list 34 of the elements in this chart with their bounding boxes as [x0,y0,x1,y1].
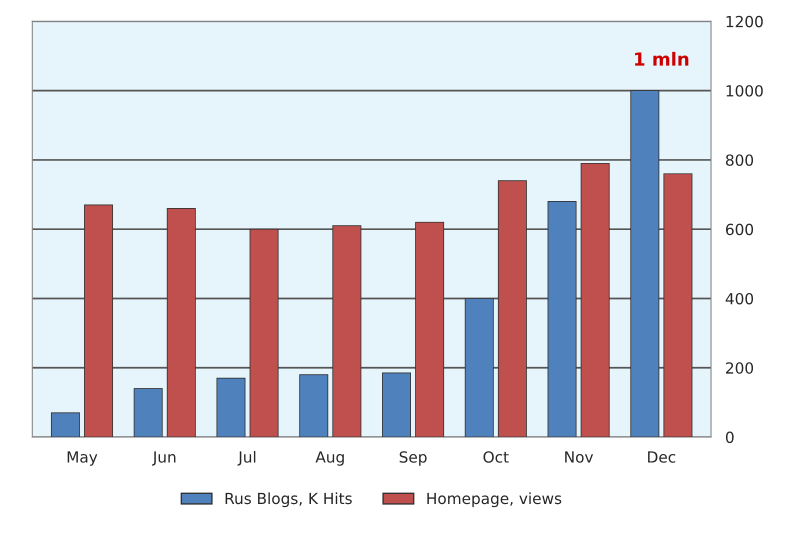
x-tick-label: Jun [152,451,176,466]
bar [464,298,494,438]
bar [250,228,279,438]
bar [630,90,660,438]
x-tick-label: May [68,451,98,466]
x-tick-label: Aug [316,451,344,466]
bar [663,173,692,438]
bar [332,225,362,438]
y-tick-label: 1000 [726,85,763,97]
x-tick-label: Jul [238,450,256,466]
bar [134,388,163,438]
annotation: 1 mln [635,52,688,66]
bar [216,378,246,438]
bar [166,208,196,438]
x-tick-label: Dec [648,451,676,463]
legend-label: Homepage, views [427,492,562,508]
bar [299,374,328,438]
x-tick-label: Sep [400,451,427,466]
y-tick-label: 400 [726,292,754,304]
x-tick-label: Oct [483,451,509,463]
bar [50,412,80,438]
bar [84,204,114,438]
bar [548,201,577,438]
y-tick-label: 1200 [726,16,763,28]
y-tick-label: 0 [726,432,734,444]
y-tick-label: 200 [726,362,754,374]
bar [415,222,444,438]
bar [580,162,610,438]
x-tick-label: Nov [565,451,594,463]
y-tick-label: 600 [726,224,754,236]
y-tick-label: 800 [726,154,754,166]
bar [498,180,527,438]
bar [382,372,411,438]
legend-label: Rus Blogs, K Hits [226,492,352,508]
